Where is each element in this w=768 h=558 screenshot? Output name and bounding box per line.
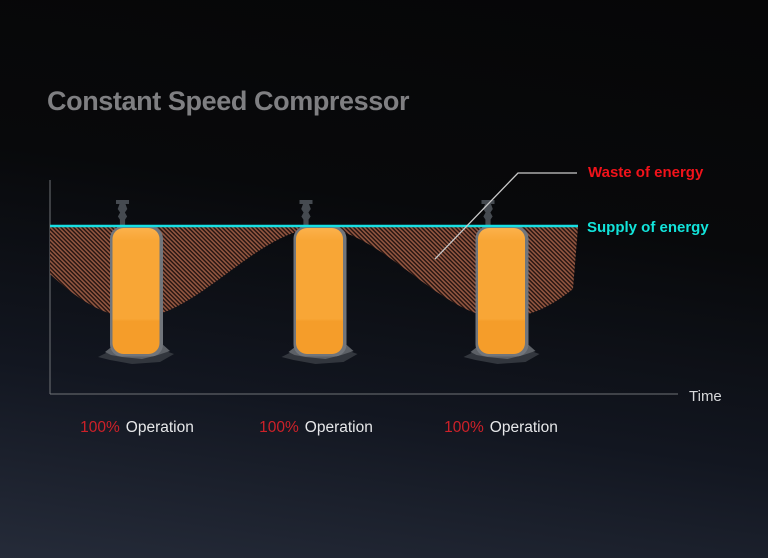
operation-percent: 100%: [259, 419, 299, 436]
supply-of-energy-label: Supply of energy: [587, 219, 709, 236]
page-title: Constant Speed Compressor: [47, 86, 410, 116]
operation-word: Operation: [125, 419, 194, 436]
operation-percent: 100%: [444, 419, 484, 436]
compressor-icon: [281, 200, 358, 364]
operation-percent: 100%: [80, 419, 120, 436]
operation-label-3: 100% Operation: [416, 419, 586, 437]
time-axis-label: Time: [689, 388, 722, 405]
operation-word: Operation: [304, 419, 373, 436]
waste-of-energy-label: Waste of energy: [588, 164, 704, 181]
operation-word: Operation: [489, 419, 558, 436]
operation-label-2: 100% Operation: [231, 419, 401, 437]
waste-of-energy-region: [50, 227, 578, 318]
operation-label-1: 100% Operation: [52, 419, 222, 437]
waste-callout-line: [434, 172, 577, 260]
